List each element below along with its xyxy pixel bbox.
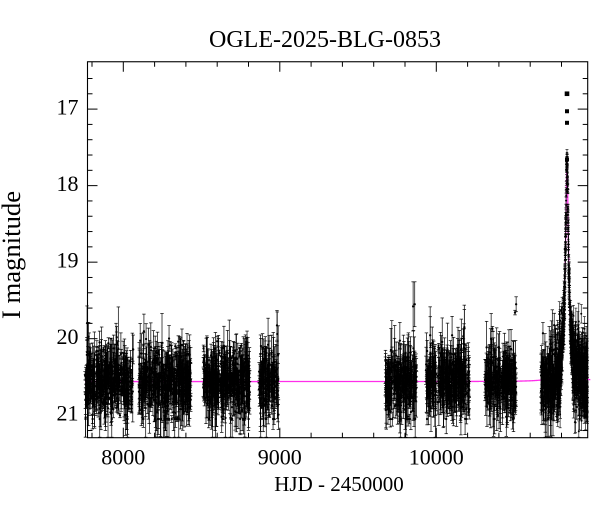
svg-text:HJD - 2450000: HJD - 2450000 (274, 472, 404, 496)
svg-text:I magnitude: I magnitude (0, 191, 26, 319)
svg-text:OGLE-2025-BLG-0853: OGLE-2025-BLG-0853 (209, 27, 441, 53)
